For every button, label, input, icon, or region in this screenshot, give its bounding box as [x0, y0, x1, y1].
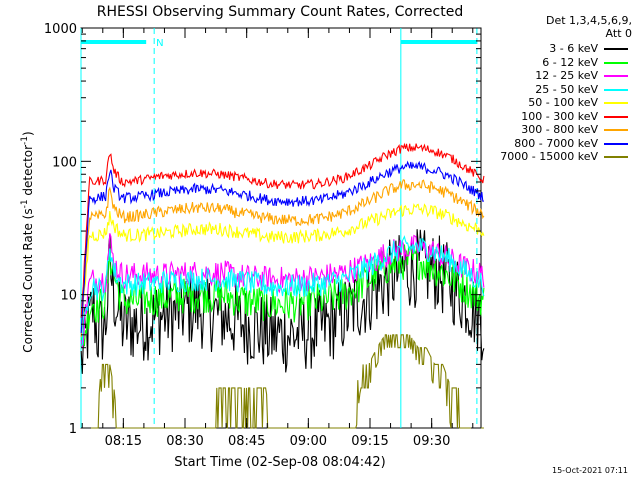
legend-label: 3 - 6 keV: [549, 42, 598, 55]
x-tick-label-5: 09:30: [413, 434, 450, 449]
legend-swatch: [604, 129, 628, 131]
legend-swatch: [604, 102, 628, 104]
legend-item-7: 800 - 7000 keV: [470, 137, 632, 150]
marker-label-0: N: [156, 38, 163, 49]
legend-swatch: [604, 48, 628, 50]
legend-swatch: [604, 115, 628, 118]
series-line-0: [80, 229, 485, 374]
legend-item-2: 12 - 25 keV: [470, 69, 632, 82]
x-axis-label: Start Time (02-Sep-08 08:04:42): [174, 455, 385, 470]
legend-label: 50 - 100 keV: [528, 96, 598, 109]
y-axis-label: Corrected Count Rate (s-1 detector-1): [20, 131, 35, 352]
legend-title-line2: Att 0: [605, 27, 632, 40]
y-tick-label-2: 100: [52, 155, 77, 170]
legend-item-5: 100 - 300 keV: [470, 110, 632, 123]
legend-label: 25 - 50 keV: [535, 82, 598, 96]
legend-swatch: [604, 88, 628, 91]
legend-swatch: [604, 142, 628, 145]
chart-title: RHESSI Observing Summary Count Rates, Co…: [97, 4, 463, 20]
x-tick-label-2: 08:45: [228, 434, 265, 449]
y-tick-label-1: 10: [60, 289, 77, 304]
y-axis: 1 10 100 1000: [44, 22, 481, 437]
series-line-4: [80, 203, 485, 327]
series-group: [80, 142, 485, 429]
x-tick-label-1: 08:30: [166, 434, 203, 449]
series-line-5: [80, 142, 485, 318]
x-tick-label-0: 08:15: [105, 434, 142, 449]
timestamp: 15-Oct-2021 07:11: [552, 466, 628, 475]
legend-label: 7000 - 15000 keV: [500, 150, 598, 163]
y-tick-label-0: 1: [69, 422, 77, 437]
legend-swatch: [604, 61, 628, 64]
legend-title-line1: Det 1,3,4,5,6,9,: [545, 14, 632, 27]
series-line-6: [80, 179, 485, 337]
legend-item-8: 7000 - 15000 keV: [470, 150, 632, 163]
x-axis: 08:15 08:30 08:45 09:00 09:15 09:30: [81, 28, 474, 449]
series-line-8: [81, 334, 484, 429]
x-tick-label-4: 09:15: [351, 434, 388, 449]
series-line-7: [80, 160, 484, 334]
legend-item-6: 300 - 800 keV: [470, 123, 632, 136]
legend-swatch: [604, 156, 628, 158]
legend-label: 12 - 25 keV: [535, 69, 598, 82]
legend-label: 800 - 7000 keV: [514, 136, 598, 150]
legend-swatch: [604, 75, 628, 77]
legend-item-0: 3 - 6 keV: [470, 42, 632, 55]
series-line-3: [80, 235, 485, 347]
legend-label: 100 - 300 keV: [521, 109, 598, 123]
plot-frame: [80, 27, 482, 429]
legend-item-4: 50 - 100 keV: [470, 96, 632, 109]
legend-label: 6 - 12 keV: [542, 55, 598, 69]
legend-item-3: 25 - 50 keV: [470, 83, 632, 96]
legend-label: 300 - 800 keV: [521, 123, 598, 136]
legend-item-1: 6 - 12 keV: [470, 56, 632, 69]
y-tick-label-3: 1000: [44, 22, 77, 37]
x-tick-label-3: 09:00: [290, 434, 327, 449]
night-markers: N: [80, 28, 478, 428]
